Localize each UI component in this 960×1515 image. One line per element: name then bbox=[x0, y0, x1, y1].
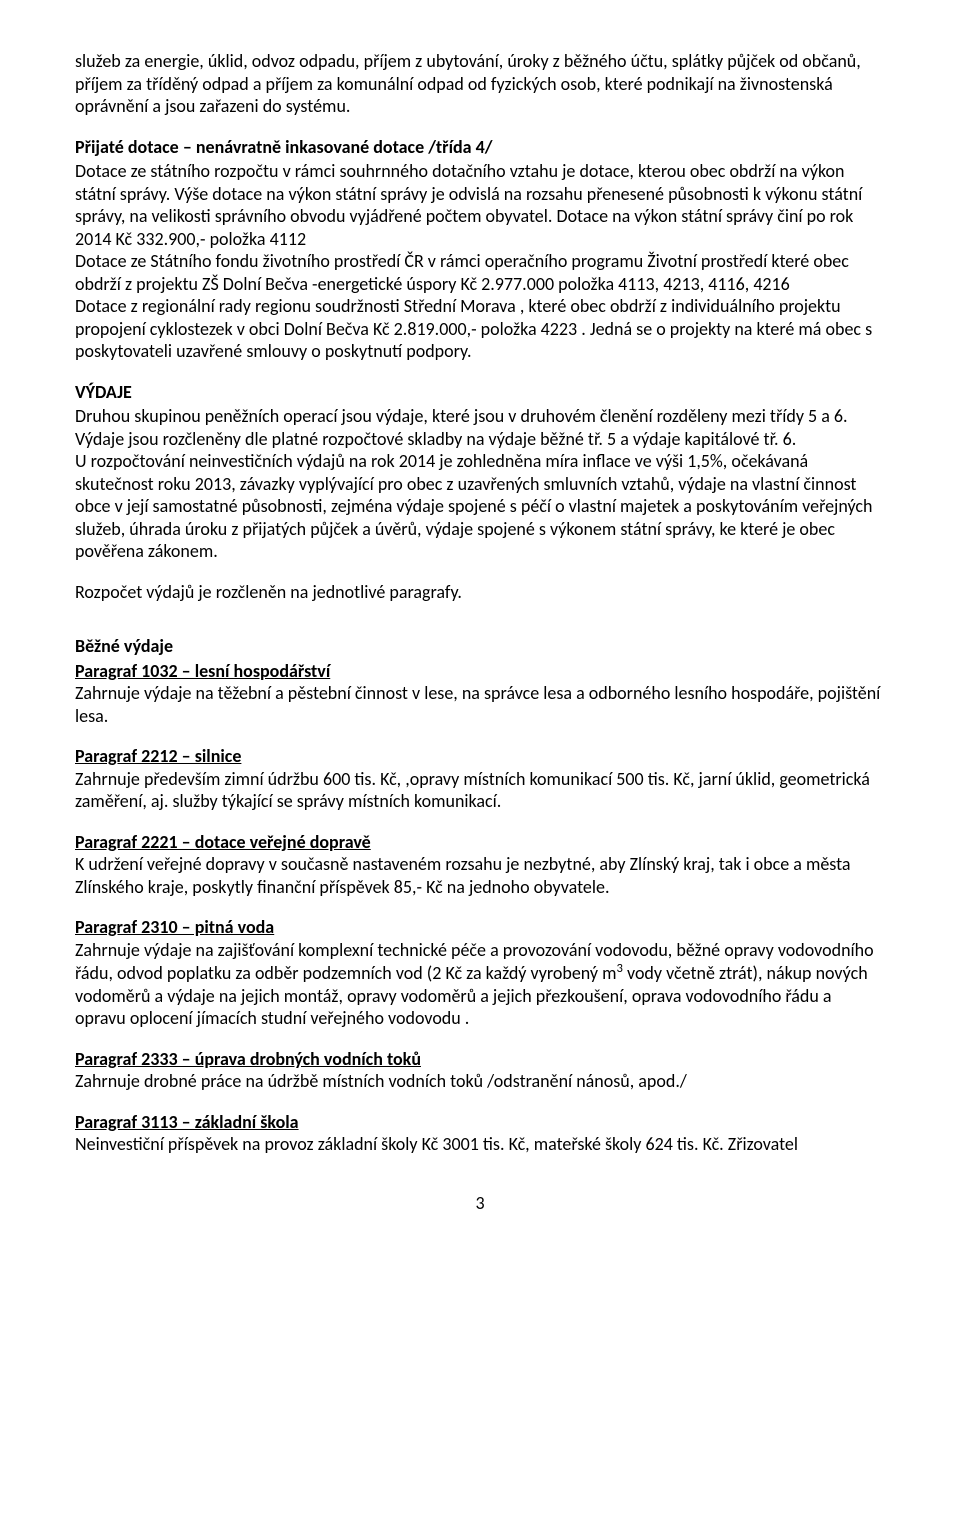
sec-2333-body: Zahrnuje drobné práce na údržbě místních… bbox=[75, 1070, 885, 1093]
sec-2221-body: K udržení veřejné dopravy v současně nas… bbox=[75, 853, 885, 898]
sec-2221-title: Paragraf 2221 – dotace veřejné dopravě bbox=[75, 831, 885, 854]
dotace-body-3: Dotace z regionální rady regionu soudržn… bbox=[75, 295, 885, 363]
vydaje-p2: U rozpočtování neinvestičních výdajů na … bbox=[75, 450, 885, 563]
dotace-body-1: Dotace ze státního rozpočtu v rámci souh… bbox=[75, 160, 885, 250]
vydaje-title: VÝDAJE bbox=[75, 381, 885, 404]
bezne-vydaje-title: Běžné výdaje bbox=[75, 635, 885, 658]
intro-paragraph: služeb za energie, úklid, odvoz odpadu, … bbox=[75, 50, 885, 118]
sec-2310-body: Zahrnuje výdaje na zajišťování komplexní… bbox=[75, 939, 885, 1030]
sec-1032-title: Paragraf 1032 – lesní hospodářství bbox=[75, 660, 885, 683]
sec-3113-body: Neinvestiční příspěvek na provoz základn… bbox=[75, 1133, 885, 1156]
page-number: 3 bbox=[75, 1192, 885, 1215]
sec-3113-title: Paragraf 3113 – základní škola bbox=[75, 1111, 885, 1134]
sec-2212-body: Zahrnuje především zimní údržbu 600 tis.… bbox=[75, 768, 885, 813]
dotace-title: Přijaté dotace – nenávratně inkasované d… bbox=[75, 136, 885, 159]
sec-2333-title: Paragraf 2333 – úprava drobných vodních … bbox=[75, 1048, 885, 1071]
vydaje-p1: Druhou skupinou peněžních operací jsou v… bbox=[75, 405, 885, 450]
dotace-body-2: Dotace ze Státního fondu životního prost… bbox=[75, 250, 885, 295]
vydaje-p3: Rozpočet výdajů je rozčleněn na jednotli… bbox=[75, 581, 885, 604]
sec-2310-title: Paragraf 2310 – pitná voda bbox=[75, 916, 885, 939]
sec-1032-body: Zahrnuje výdaje na těžební a pěstební či… bbox=[75, 682, 885, 727]
sec-2212-title: Paragraf 2212 – silnice bbox=[75, 745, 885, 768]
